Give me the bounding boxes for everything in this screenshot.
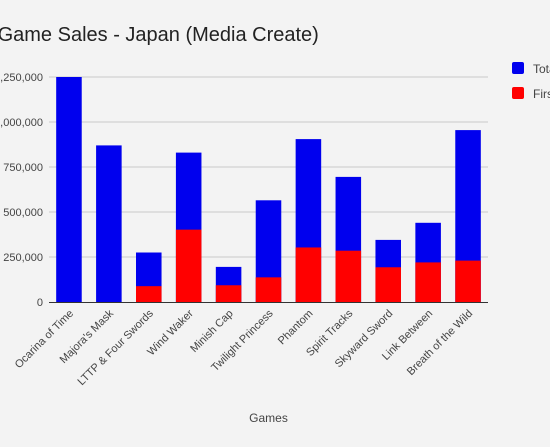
bar-first-week [255,277,282,302]
gridlines [49,76,488,258]
y-axis-ticks: 0 250,000 500,000 750,000 1,000,000 1,250,000 [0,72,43,309]
bars [56,77,481,302]
x-tick-label: LTTP & Four Swords [76,307,157,388]
bar-total [96,145,122,302]
x-axis-label: Games [249,411,288,425]
y-tick-label: 750,000 [3,162,43,174]
bar-first-week [455,260,481,302]
legend-label-total: Total [533,62,550,76]
bar-first-week [335,250,362,302]
bar-total [56,77,82,302]
legend-label-first-week: First Week [533,87,550,101]
bar-first-week [215,285,242,302]
y-tick-label: 1,250,000 [0,72,43,84]
bar-first-week [295,247,322,302]
chart-title: Zelda Game Sales - Japan (Media Create) [0,24,319,46]
legend-swatch-first-week [512,87,524,99]
y-tick-label: 1,000,000 [0,117,43,129]
bar-first-week [375,267,401,302]
bar-first-week [415,262,441,302]
bar-first-week [136,286,162,302]
bar-first-week [175,229,202,302]
y-tick-label: 0 [37,297,43,309]
y-tick-label: 500,000 [3,207,43,219]
legend-swatch-total [512,62,524,74]
legend: Total First Week [512,62,550,101]
x-tick-label: Phantom [276,308,316,348]
y-tick-label: 250,000 [3,252,43,264]
